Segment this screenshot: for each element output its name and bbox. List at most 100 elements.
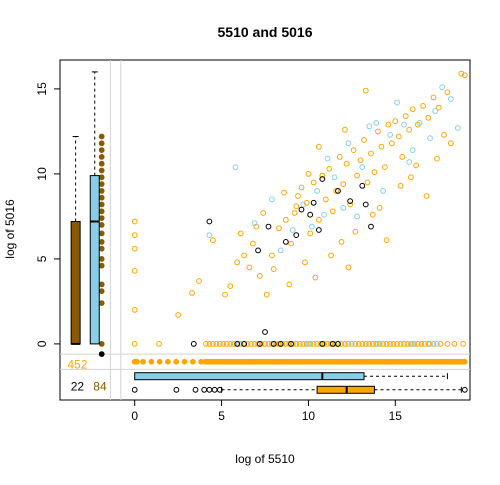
point-s0-84 xyxy=(312,274,319,281)
point-s1-1 xyxy=(206,232,213,239)
point-s0-86 xyxy=(383,237,390,244)
count-label-2: 84 xyxy=(93,379,107,393)
point-s2-4 xyxy=(293,232,300,239)
zero-point-s0-42 xyxy=(342,341,348,347)
point-s0-8 xyxy=(222,291,228,298)
point-s0-21 xyxy=(295,193,301,199)
strip-x-point-20 xyxy=(173,358,180,365)
zero-point-s1-4 xyxy=(375,341,381,347)
point-s0-29 xyxy=(326,165,333,172)
point-s2-13 xyxy=(298,206,305,213)
point-s0-51 xyxy=(402,113,409,119)
strip-y-point-14 xyxy=(98,188,105,194)
point-s2-6 xyxy=(310,199,317,206)
zero-point-s1-5 xyxy=(409,341,416,347)
point-s0-70 xyxy=(376,205,383,211)
point-s1-19 xyxy=(380,188,387,194)
plot-frame xyxy=(59,59,471,401)
strip-y-point-21 xyxy=(98,140,105,147)
point-s2-11 xyxy=(362,201,369,208)
point-s0-11 xyxy=(249,240,256,247)
point-s1-12 xyxy=(416,120,423,126)
zero-point-s0-15 xyxy=(248,341,255,347)
strip-y-point-3 xyxy=(98,281,105,288)
strip-y-point-9 xyxy=(98,222,105,228)
point-s0-61 xyxy=(461,72,468,79)
strip-x-point-16 xyxy=(165,358,171,365)
point-s0-80 xyxy=(256,273,263,279)
point-s0-66 xyxy=(263,291,270,298)
point-s0-77 xyxy=(338,239,345,245)
zero-point-s0-54 xyxy=(383,341,390,347)
zero-point-s0-67 xyxy=(430,341,437,347)
point-s2-7 xyxy=(319,176,326,182)
x-tick-label-3: 15 xyxy=(389,409,403,423)
point-s1-28 xyxy=(406,159,413,165)
point-s0-68 xyxy=(328,252,334,259)
point-s2-2 xyxy=(262,329,268,335)
point-s0-42 xyxy=(371,169,378,176)
strip-y-point-0 xyxy=(98,341,105,347)
point-s1-26 xyxy=(354,213,360,220)
point-s1-22 xyxy=(366,123,373,130)
point-s0-72 xyxy=(413,162,420,169)
boxplot-x-outlier-1-2 xyxy=(192,386,199,393)
y-tick-label-0: 0 xyxy=(35,340,49,347)
zero-point-s0-35 xyxy=(317,341,324,347)
point-s0-17 xyxy=(275,225,282,232)
strip-x-point-159 xyxy=(461,358,468,365)
zero-point-s0-29 xyxy=(296,341,303,347)
boxplot-x-outlier-1-5 xyxy=(211,386,218,393)
point-s1-24 xyxy=(439,84,446,91)
zero-point-s2-1 xyxy=(234,341,241,347)
point-s0-76 xyxy=(281,189,288,196)
point-s1-6 xyxy=(331,174,338,181)
point-s0-82 xyxy=(234,259,241,266)
zero-point-s0-62 xyxy=(411,341,418,347)
plot-area: 0 5 10 15 0 5 10 15 452 22 84 xyxy=(35,59,471,423)
x-axis-label: log of 5510 xyxy=(235,452,295,466)
boxplot-x-outlier-1-3 xyxy=(201,386,208,393)
point-s1-11 xyxy=(401,121,407,128)
point-s0-62 xyxy=(362,87,369,94)
boxplot-x-outlier-1-4 xyxy=(206,386,213,393)
zero-point-s0-71 xyxy=(460,341,466,347)
point-s0-35 xyxy=(347,201,354,208)
zero-point-s0-32 xyxy=(307,341,314,347)
point-s0-2 xyxy=(131,245,138,252)
point-s1-9 xyxy=(373,120,380,126)
point-s0-6 xyxy=(196,278,202,284)
point-s1-29 xyxy=(427,135,433,142)
point-s0-19 xyxy=(288,240,294,247)
point-s0-69 xyxy=(352,228,359,235)
point-s0-27 xyxy=(319,172,326,179)
zero-point-s0-45 xyxy=(352,341,359,347)
point-s0-55 xyxy=(420,103,426,109)
y-axis-label: log of 5016 xyxy=(3,199,17,259)
zero-point-s0-12 xyxy=(237,341,244,347)
point-s1-25 xyxy=(314,188,321,194)
boxplot-y-box-0 xyxy=(70,221,81,345)
zero-point-s2-4 xyxy=(270,341,277,347)
zero-point-s0-41 xyxy=(338,341,345,347)
strip-y-point-18 xyxy=(98,160,105,167)
zero-point-s0-46 xyxy=(355,341,362,347)
point-s0-41 xyxy=(368,150,374,157)
point-s0-53 xyxy=(409,106,416,113)
zero-point-s2-3 xyxy=(256,341,263,347)
point-s0-37 xyxy=(354,172,360,179)
point-s0-22 xyxy=(298,184,305,191)
strip-y-point-5 xyxy=(98,256,105,262)
point-s2-0 xyxy=(206,218,213,225)
point-s0-71 xyxy=(397,182,404,189)
zero-point-s0-14 xyxy=(244,341,251,347)
zero-point-s2-0 xyxy=(190,341,197,347)
point-s1-16 xyxy=(289,227,296,233)
point-s0-9 xyxy=(227,283,234,290)
point-s0-74 xyxy=(305,171,312,177)
point-s0-44 xyxy=(378,143,385,150)
point-s0-75 xyxy=(293,203,300,210)
zero-point-s1-2 xyxy=(305,341,312,347)
point-s1-7 xyxy=(345,140,352,147)
